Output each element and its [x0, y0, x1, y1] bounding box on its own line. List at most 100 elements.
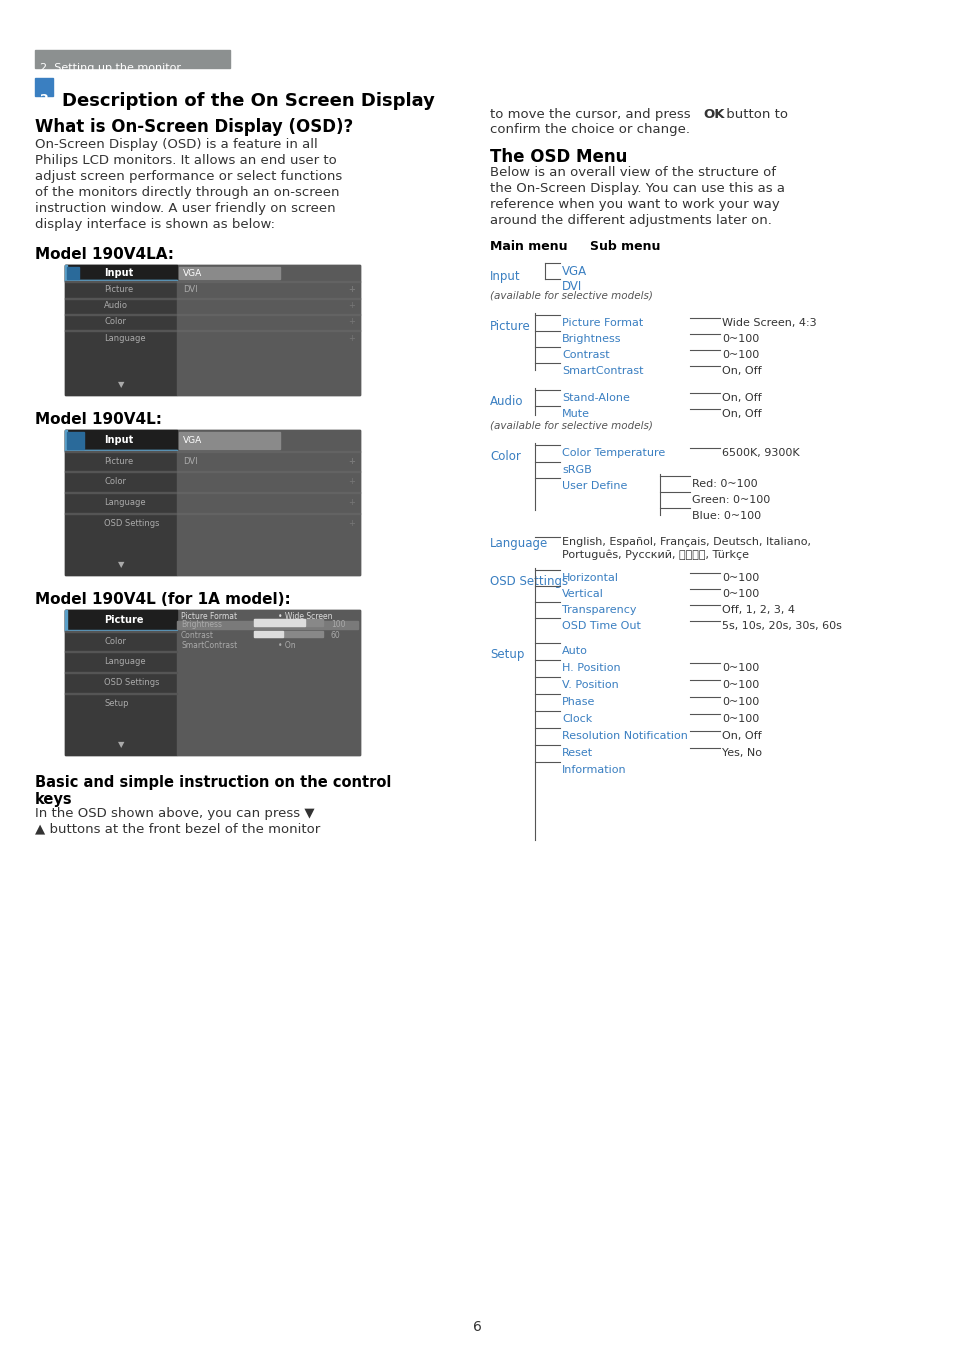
- Text: Brightness: Brightness: [561, 335, 620, 344]
- Text: On, Off: On, Off: [721, 731, 760, 741]
- Text: Brightness: Brightness: [181, 621, 222, 630]
- Bar: [177, 610, 359, 755]
- Text: Language: Language: [104, 657, 146, 666]
- Text: Português, Русский, 简体中文, Türkçe: Português, Русский, 简体中文, Türkçe: [561, 549, 748, 560]
- Text: adjust screen performance or select functions: adjust screen performance or select func…: [35, 170, 342, 183]
- Text: Model 190V4L:: Model 190V4L:: [35, 411, 162, 428]
- Bar: [65, 430, 177, 451]
- Text: V. Position: V. Position: [561, 680, 618, 689]
- Text: 0~100: 0~100: [721, 697, 759, 707]
- Text: On, Off: On, Off: [721, 409, 760, 420]
- Text: ▼: ▼: [117, 380, 124, 389]
- Text: Mute: Mute: [561, 409, 589, 420]
- Text: Phase: Phase: [561, 697, 595, 707]
- Text: Audio: Audio: [104, 301, 128, 310]
- Text: instruction window. A user friendly on screen: instruction window. A user friendly on s…: [35, 202, 335, 214]
- Bar: [65, 264, 359, 395]
- Bar: [65, 610, 177, 755]
- Bar: [65, 610, 177, 631]
- Bar: [35, 78, 53, 96]
- Text: ▲ buttons at the front bezel of the monitor: ▲ buttons at the front bezel of the moni…: [35, 822, 320, 835]
- Text: (available for selective models): (available for selective models): [490, 290, 652, 299]
- Text: Horizontal: Horizontal: [561, 573, 618, 583]
- Text: Wide Screen, 4:3: Wide Screen, 4:3: [721, 318, 816, 328]
- Text: Stand-Alone: Stand-Alone: [561, 393, 629, 403]
- Text: User Define: User Define: [561, 482, 627, 491]
- Bar: [177, 264, 359, 395]
- Bar: [177, 430, 359, 575]
- Bar: [253, 619, 323, 626]
- Text: sRGB: sRGB: [561, 465, 591, 475]
- Text: DVI: DVI: [561, 281, 581, 293]
- Text: Green: 0~100: Green: 0~100: [691, 495, 769, 505]
- Text: +: +: [348, 456, 355, 465]
- Text: Contrast: Contrast: [181, 631, 213, 641]
- Bar: [65, 430, 67, 451]
- Bar: [65, 430, 177, 575]
- Text: 0~100: 0~100: [721, 714, 759, 724]
- Text: On, Off: On, Off: [721, 366, 760, 376]
- Text: to move the cursor, and press: to move the cursor, and press: [490, 108, 694, 121]
- Text: confirm the choice or change.: confirm the choice or change.: [490, 123, 689, 136]
- Text: The OSD Menu: The OSD Menu: [490, 148, 627, 166]
- Text: of the monitors directly through an on-screen: of the monitors directly through an on-s…: [35, 186, 339, 200]
- Text: Auto: Auto: [561, 646, 587, 656]
- Text: Model 190V4L (for 1A model):: Model 190V4L (for 1A model):: [35, 592, 291, 607]
- Text: OSD Settings: OSD Settings: [104, 519, 159, 527]
- Text: 0~100: 0~100: [721, 349, 759, 360]
- Bar: [65, 430, 359, 575]
- Text: On, Off: On, Off: [721, 393, 760, 403]
- Text: On-Screen Display (OSD) is a feature in all: On-Screen Display (OSD) is a feature in …: [35, 138, 317, 151]
- Text: Color Temperature: Color Temperature: [561, 448, 664, 459]
- Text: Input: Input: [104, 268, 133, 278]
- Text: Picture: Picture: [104, 615, 144, 626]
- Text: OK: OK: [702, 108, 723, 121]
- Text: VGA: VGA: [183, 268, 202, 278]
- Text: display interface is shown as below:: display interface is shown as below:: [35, 219, 274, 231]
- Text: H. Position: H. Position: [561, 662, 620, 673]
- Text: OSD Settings: OSD Settings: [490, 575, 568, 588]
- Bar: [65, 610, 359, 755]
- Text: Yes, No: Yes, No: [721, 747, 761, 758]
- Text: OSD Settings: OSD Settings: [104, 679, 159, 687]
- Text: Clock: Clock: [561, 714, 592, 724]
- Bar: [35, 50, 230, 67]
- Bar: [65, 610, 67, 631]
- Text: Picture: Picture: [104, 285, 133, 294]
- Text: ▼: ▼: [117, 560, 124, 569]
- Text: Description of the On Screen Display: Description of the On Screen Display: [62, 92, 435, 111]
- Text: Language: Language: [490, 537, 548, 550]
- Bar: [179, 432, 279, 449]
- Text: Vertical: Vertical: [561, 590, 603, 599]
- Text: Picture: Picture: [104, 456, 133, 465]
- Bar: [67, 267, 79, 279]
- Text: 0~100: 0~100: [721, 662, 759, 673]
- Text: (available for selective models): (available for selective models): [490, 420, 652, 430]
- Text: Off, 1, 2, 3, 4: Off, 1, 2, 3, 4: [721, 604, 794, 615]
- Text: 6: 6: [472, 1321, 481, 1334]
- Text: 0~100: 0~100: [721, 680, 759, 689]
- Text: Contrast: Contrast: [561, 349, 609, 360]
- Text: 0~100: 0~100: [721, 590, 759, 599]
- Text: 60: 60: [331, 631, 340, 641]
- Bar: [65, 264, 177, 281]
- Text: Transparency: Transparency: [561, 604, 636, 615]
- Text: +: +: [348, 285, 355, 294]
- Text: SmartContrast: SmartContrast: [181, 641, 237, 650]
- Text: +: +: [348, 285, 355, 294]
- Text: 0~100: 0~100: [721, 573, 759, 583]
- Text: Setup: Setup: [490, 648, 524, 661]
- Text: Picture: Picture: [490, 320, 530, 333]
- Text: • On: • On: [277, 641, 295, 650]
- Text: +: +: [348, 317, 355, 326]
- Text: Color: Color: [104, 637, 126, 646]
- Text: Model 190V4LA:: Model 190V4LA:: [35, 247, 173, 262]
- Text: DVI: DVI: [183, 456, 197, 465]
- Text: 2: 2: [40, 93, 49, 107]
- Text: VGA: VGA: [183, 436, 202, 445]
- Text: Philips LCD monitors. It allows an end user to: Philips LCD monitors. It allows an end u…: [35, 154, 336, 167]
- Text: Audio: Audio: [490, 395, 523, 407]
- Text: Basic and simple instruction on the control
keys: Basic and simple instruction on the cont…: [35, 774, 391, 808]
- Bar: [177, 621, 357, 629]
- Bar: [65, 264, 67, 281]
